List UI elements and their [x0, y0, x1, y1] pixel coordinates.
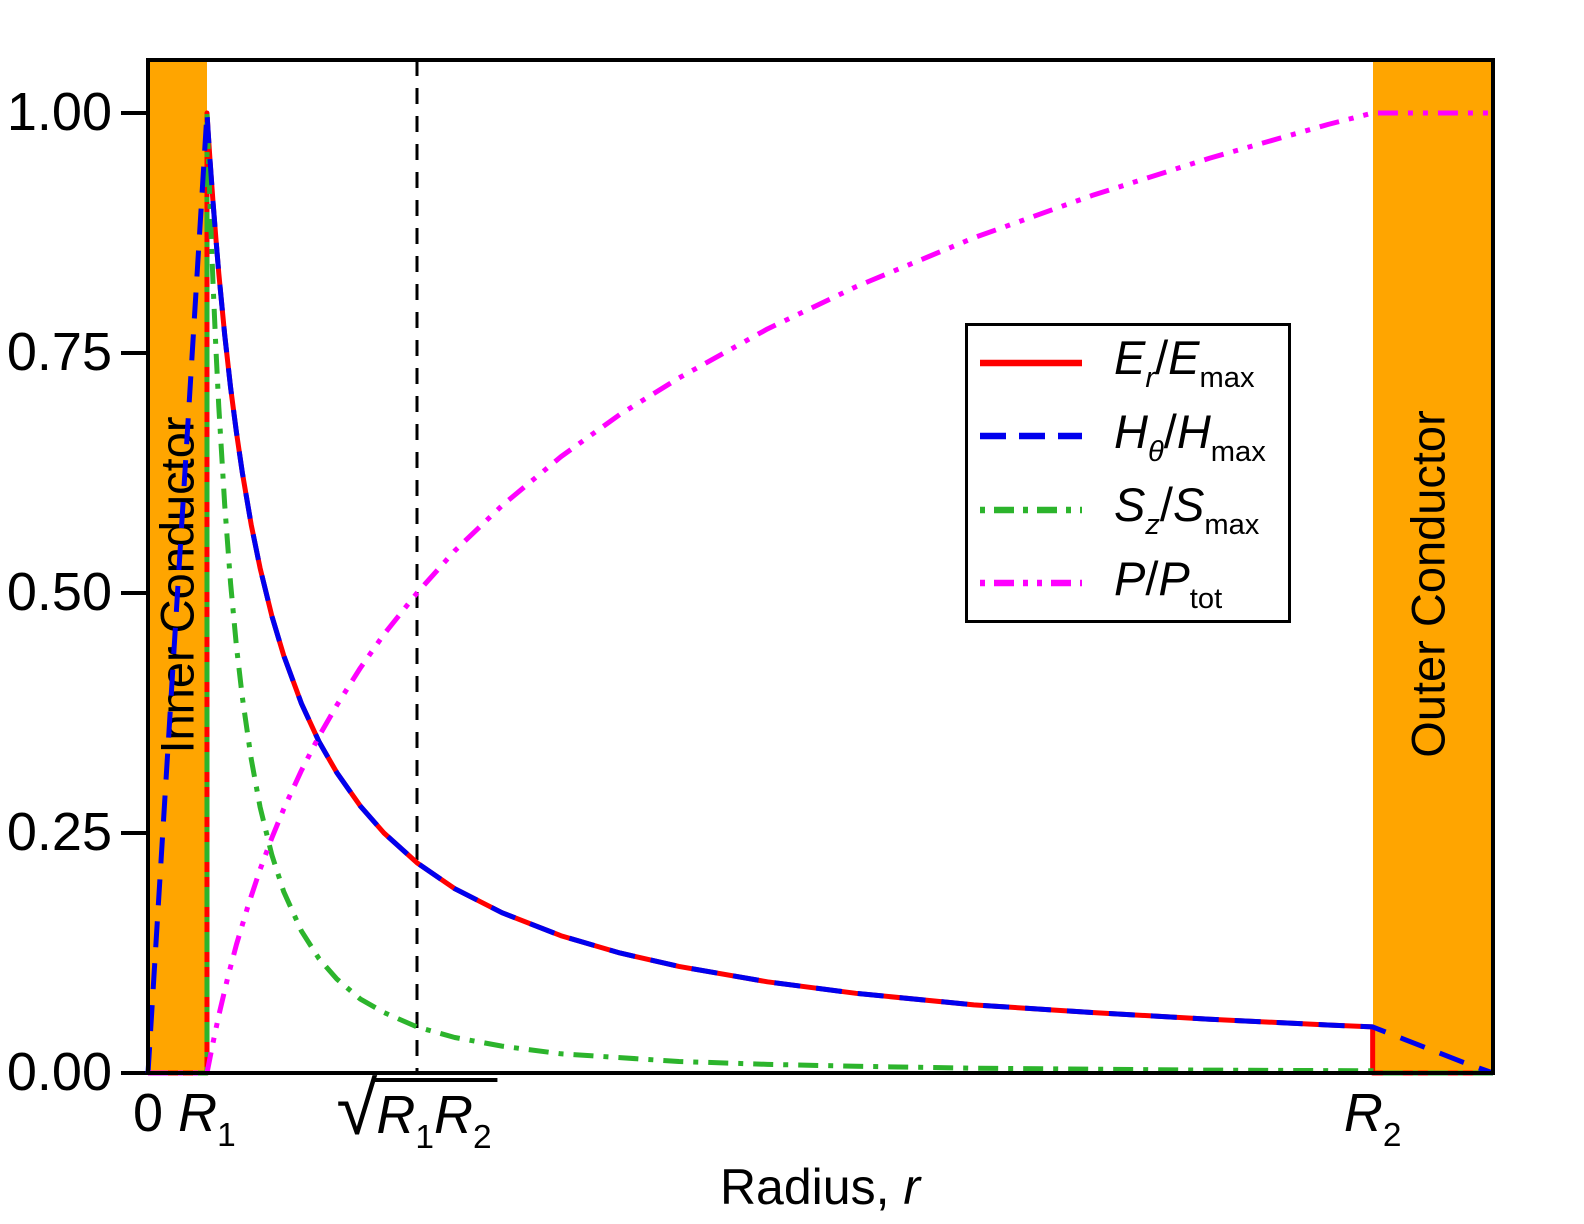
text-part: θ: [1147, 435, 1164, 468]
y-tick-label: 0.25: [6, 801, 112, 862]
y-tick-label: 0.00: [6, 1041, 112, 1102]
text-part: tot: [1189, 582, 1223, 615]
plot-border: [146, 58, 1495, 1075]
y-tick-label: 0.50: [6, 561, 112, 622]
legend-label-P/Ptot: P/Ptot: [1114, 551, 1222, 616]
x-tick-label: R2: [1344, 1082, 1402, 1155]
y-tick-mark: [121, 110, 148, 115]
legend: Er/Emax Hθ/Hmax Sz/Smax P/Ptot: [965, 323, 1291, 623]
legend-line-sample-P/Ptot: [980, 579, 1082, 587]
text-part: 1: [415, 1119, 434, 1157]
text-part: /: [1163, 404, 1177, 458]
x-tick-label: 0: [133, 1082, 163, 1144]
legend-line-sample-Sz/Smax: [980, 506, 1082, 513]
legend-line-sample-Er/Emax: [980, 359, 1082, 366]
text-part: /: [1159, 478, 1173, 532]
legend-label-Sz/Smax: Sz/Smax: [1114, 477, 1259, 542]
text-part: max: [1199, 362, 1255, 395]
text-part: R: [376, 1085, 416, 1145]
text-part: r: [903, 1159, 921, 1215]
text-part: /: [1155, 331, 1169, 385]
text-part: 1: [217, 1117, 236, 1155]
text-part: z: [1145, 509, 1160, 542]
text-part: r: [1145, 362, 1156, 395]
text-part: P: [1158, 551, 1190, 605]
series-Htheta/Hmax: [145, 110, 1494, 1076]
series-Sz/Smax: [148, 110, 1493, 1076]
y-tick-label: 1.00: [6, 81, 112, 142]
text-part: Radius,: [719, 1159, 904, 1215]
text-part: 2: [472, 1119, 492, 1157]
y-tick-mark: [121, 830, 148, 835]
y-tick-mark: [121, 1071, 148, 1075]
text-part: H: [1114, 404, 1148, 458]
text-part: 0: [132, 1083, 164, 1143]
text-part: R: [433, 1085, 473, 1145]
inner-conductor-label: Inner Conductor: [150, 416, 204, 754]
radical-sign: √: [336, 1067, 378, 1150]
text-part: R: [1343, 1083, 1383, 1143]
radicand: R1R2: [374, 1078, 498, 1157]
legend-item-Er/Emax: Er/Emax: [968, 330, 1288, 395]
series-Er/Emax: [148, 110, 1493, 1076]
text-part: E: [1168, 331, 1200, 385]
legend-line-sample-Htheta/Hmax: [980, 432, 1082, 440]
text-part: E: [1114, 331, 1146, 385]
legend-label-Htheta/Hmax: Hθ/Hmax: [1114, 404, 1266, 469]
y-tick-mark: [121, 350, 148, 355]
text-part: R: [178, 1083, 218, 1143]
y-tick-mark: [121, 590, 148, 595]
outer-conductor-label: Outer Conductor: [1401, 410, 1455, 758]
x-tick-label: √ R1R2: [336, 1067, 498, 1157]
x-axis-label: Radius, r: [720, 1158, 920, 1216]
legend-label-Er/Emax: Er/Emax: [1114, 330, 1255, 395]
x-tick-label: R1: [178, 1082, 236, 1155]
text-part: S: [1172, 478, 1205, 532]
legend-item-Sz/Smax: Sz/Smax: [968, 477, 1288, 542]
text-part: P: [1114, 551, 1146, 605]
text-part: S: [1114, 478, 1146, 532]
text-part: max: [1204, 509, 1260, 542]
legend-item-P/Ptot: P/Ptot: [968, 551, 1288, 616]
text-part: max: [1210, 435, 1266, 468]
text-part: /: [1145, 551, 1159, 605]
sqrt-expression: √ R1R2: [336, 1067, 498, 1157]
series-P/Ptot: [148, 110, 1493, 1076]
text-part: H: [1176, 404, 1211, 458]
legend-item-Htheta/Hmax: Hθ/Hmax: [968, 404, 1288, 469]
text-part: 2: [1382, 1117, 1402, 1155]
y-tick-label: 0.75: [6, 321, 112, 382]
